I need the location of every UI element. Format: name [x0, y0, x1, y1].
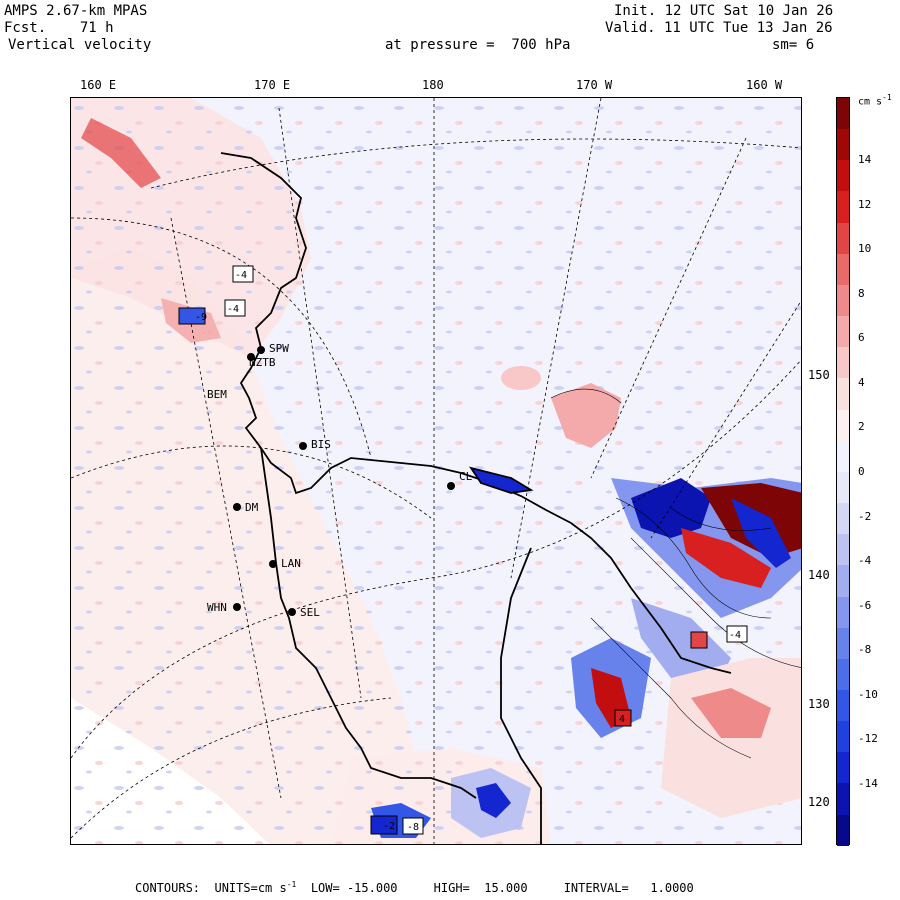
colorbar-segment: [837, 721, 849, 753]
colorbar-segment: [837, 596, 849, 628]
colorbar-segment: [837, 191, 849, 223]
colorbar-segment: [837, 440, 849, 472]
colorbar-tick-label: -12: [858, 732, 878, 746]
smoothing-value: sm= 6: [772, 37, 815, 53]
lon-label-170e: 170 E: [254, 78, 291, 92]
lon-label-160w: 160 W: [746, 78, 783, 92]
colorbar-segment: [837, 253, 849, 285]
box-value-7: -8: [407, 822, 419, 833]
colorbar-tick-label: -10: [858, 687, 878, 701]
colorbar-segment: [837, 534, 849, 566]
colorbar-segment: [837, 627, 849, 659]
colorbar-tick-label: -6: [858, 598, 872, 612]
station-dot-spw: [257, 346, 265, 354]
colorbar-segment: [837, 689, 849, 722]
colorbar-segment: [837, 160, 849, 192]
station-label-nztb: NZTB: [249, 356, 276, 369]
colorbar-tick-label: 10: [858, 242, 872, 256]
station-label-bem: BEM: [207, 388, 227, 401]
colorbar-segment: [837, 752, 849, 784]
field-name: Vertical velocity: [8, 37, 152, 53]
lon-label-180: 180: [422, 78, 444, 92]
lon-label-160e: 160 E: [80, 78, 117, 92]
colorbar-tick-label: -2: [858, 509, 872, 523]
station-dot-sel: [288, 608, 296, 616]
colorbar-tick-label: 12: [858, 197, 872, 211]
pressure-level: at pressure = 700 hPa: [385, 37, 571, 53]
station-label-bis: BIS: [311, 438, 331, 451]
lon-label-170w: 170 W: [576, 78, 613, 92]
colorbar-tick-label: 6: [858, 331, 865, 345]
colorbar-tick-label: 4: [858, 375, 865, 389]
colorbar-tick-label: -8: [858, 643, 872, 657]
box-value-2: -4: [227, 304, 239, 315]
valid-time: Valid. 11 UTC Tue 13 Jan 26: [605, 20, 833, 36]
station-dot-whn: [233, 603, 241, 611]
colorbar-tick-label: 8: [858, 286, 865, 300]
colorbar: [836, 97, 850, 846]
footer-contours: CONTOURS: UNITS=cm s-1 LOW= -15.000 HIGH…: [135, 880, 694, 895]
map-graphics: -4 -4 -9 -4 4 -2 -8 -4: [71, 98, 801, 844]
colorbar-segment: [837, 129, 849, 161]
forecast-label: Fcst.: [4, 20, 47, 36]
colorbar-tick-label: 14: [858, 153, 872, 167]
colorbar-segment: [837, 98, 849, 130]
model-title: AMPS 2.67-km MPAS: [4, 3, 148, 19]
station-dot-nztb: [247, 353, 255, 361]
colorbar-segment: [837, 471, 849, 504]
box-value-4: -4: [729, 630, 741, 641]
station-label-dm: DM: [245, 501, 259, 514]
station-label-spw: SPW: [269, 342, 289, 355]
colorbar-segment: [837, 565, 849, 597]
colorbar-segment: [837, 409, 849, 441]
colorbar-segment: [837, 378, 849, 410]
station-dot-cl: [447, 482, 455, 490]
colorbar-segment: [837, 347, 849, 379]
map-panel: -4 -4 -9 -4 4 -2 -8 -4 SPW NZTB BEM BIS …: [70, 97, 802, 845]
colorbar-tick-label: 0: [858, 465, 865, 478]
colorbar-segment: [837, 316, 849, 348]
colorbar-tick-label: -14: [858, 776, 878, 790]
forecast-hour: Fcst. 71 h: [4, 20, 114, 37]
box-value-3: -9: [195, 312, 207, 323]
box-value-6: -2: [383, 821, 395, 832]
colorbar-segment: [837, 503, 849, 535]
station-label-lan: LAN: [281, 557, 301, 570]
colorbar-tick-label: 2: [858, 420, 865, 434]
forecast-value: 71 h: [79, 20, 114, 36]
colorbar-segment: [837, 222, 849, 254]
station-label-sel: SEL: [300, 606, 320, 619]
colorbar-tick-label: -4: [858, 554, 872, 568]
station-dot-dm: [233, 503, 241, 511]
colorbar-segment: [837, 814, 849, 846]
box-value-5: 4: [619, 714, 625, 725]
box-value-1: -4: [235, 270, 247, 281]
station-dot-bis: [299, 442, 307, 450]
station-label-cl: CL: [459, 470, 473, 483]
station-dot-lan: [269, 560, 277, 568]
init-time: Init. 12 UTC Sat 10 Jan 26: [614, 3, 834, 19]
colorbar-segment: [837, 284, 849, 317]
colorbar-units: cm s-1: [858, 93, 892, 108]
station-label-whn: WHN: [207, 601, 227, 614]
colorbar-segment: [837, 783, 849, 815]
colorbar-segment: [837, 658, 849, 690]
